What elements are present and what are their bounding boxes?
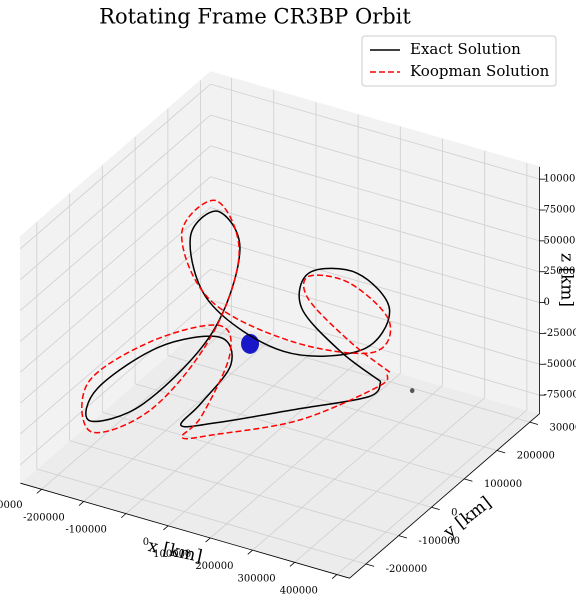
z-axis-label: z [km] [557, 253, 576, 307]
tick-label: -200000 [23, 512, 65, 523]
chart-title: Rotating Frame CR3BP Orbit [99, 5, 411, 29]
tick-mark [120, 513, 127, 519]
marker [409, 388, 415, 394]
grid-line [125, 348, 317, 514]
tick-label: 100000 [153, 549, 191, 560]
tick-label: 200000 [195, 561, 233, 572]
grid-line [36, 468, 367, 565]
tick-mark [331, 574, 338, 579]
tick-label: 200000 [517, 451, 555, 462]
grid-line [102, 411, 432, 508]
grid-line [210, 207, 540, 303]
tick-label: 0 [143, 537, 149, 548]
grid-line [167, 360, 359, 527]
grid-line [210, 114, 540, 211]
tick-label: 0 [544, 297, 550, 308]
grid-line [69, 440, 399, 537]
axes: -300000-200000-1000000100000200000300000… [0, 70, 576, 596]
tick-mark [464, 478, 473, 482]
legend-label: Exact Solution [410, 40, 521, 58]
grid-line [20, 268, 211, 435]
grid-line [210, 176, 540, 273]
tick-mark [78, 501, 85, 506]
x-axis-label: x [km] [146, 536, 204, 567]
tick-label: 100000 [544, 174, 576, 185]
grid-line [210, 145, 540, 242]
tick-label: 75000 [544, 205, 576, 216]
legend-box [361, 35, 557, 87]
tick-mark [289, 562, 295, 567]
tick-mark [36, 488, 42, 494]
legend: Exact Solution Koopman Solution [361, 35, 557, 87]
tick-label: -200000 [386, 564, 428, 575]
grid-line [210, 268, 540, 365]
grid-line [134, 383, 465, 480]
tick-mark [247, 549, 253, 555]
orbit-line [85, 210, 391, 428]
tick-mark [529, 421, 539, 425]
y-axis-label: y [km] [439, 493, 495, 543]
tick-mark [163, 525, 169, 531]
tick-mark [205, 537, 211, 543]
grid-line [20, 83, 211, 250]
tick-label: -25000 [544, 328, 576, 339]
grid-line [83, 336, 275, 502]
grid-line [20, 176, 211, 342]
tick-label: -300000 [0, 500, 23, 511]
grid-line [20, 299, 211, 465]
marker [241, 333, 260, 354]
grid-line [20, 145, 211, 311]
grid-line [294, 397, 485, 563]
tick-label: 300000 [238, 573, 276, 584]
tick-label: -100000 [418, 536, 460, 547]
grid-line [41, 324, 232, 490]
tick-mark [496, 450, 506, 454]
grid-line [20, 238, 211, 404]
grid-line [210, 373, 401, 539]
grid-line [210, 83, 540, 180]
tick-label: 300000 [549, 422, 576, 433]
tick-label: -75000 [544, 390, 576, 401]
grid-line [252, 385, 443, 551]
tick-label: 50000 [544, 235, 576, 246]
axis-line [349, 413, 540, 579]
tick-label: 0 [451, 507, 457, 518]
tick-mark [431, 506, 440, 511]
legend-label: Koopman Solution [410, 62, 550, 80]
grid-line [210, 299, 540, 396]
tick-label: 100000 [484, 479, 522, 490]
grid-line [20, 114, 211, 280]
tick-mark [365, 563, 375, 567]
tick-label: -50000 [544, 359, 576, 370]
tick-label: 400000 [280, 585, 318, 596]
tick-label: -100000 [65, 525, 107, 536]
grid-line [336, 409, 528, 575]
tick-mark [398, 535, 408, 539]
orbit-line [81, 199, 392, 440]
tick-label: 25000 [544, 266, 576, 277]
grid-line [20, 207, 211, 373]
